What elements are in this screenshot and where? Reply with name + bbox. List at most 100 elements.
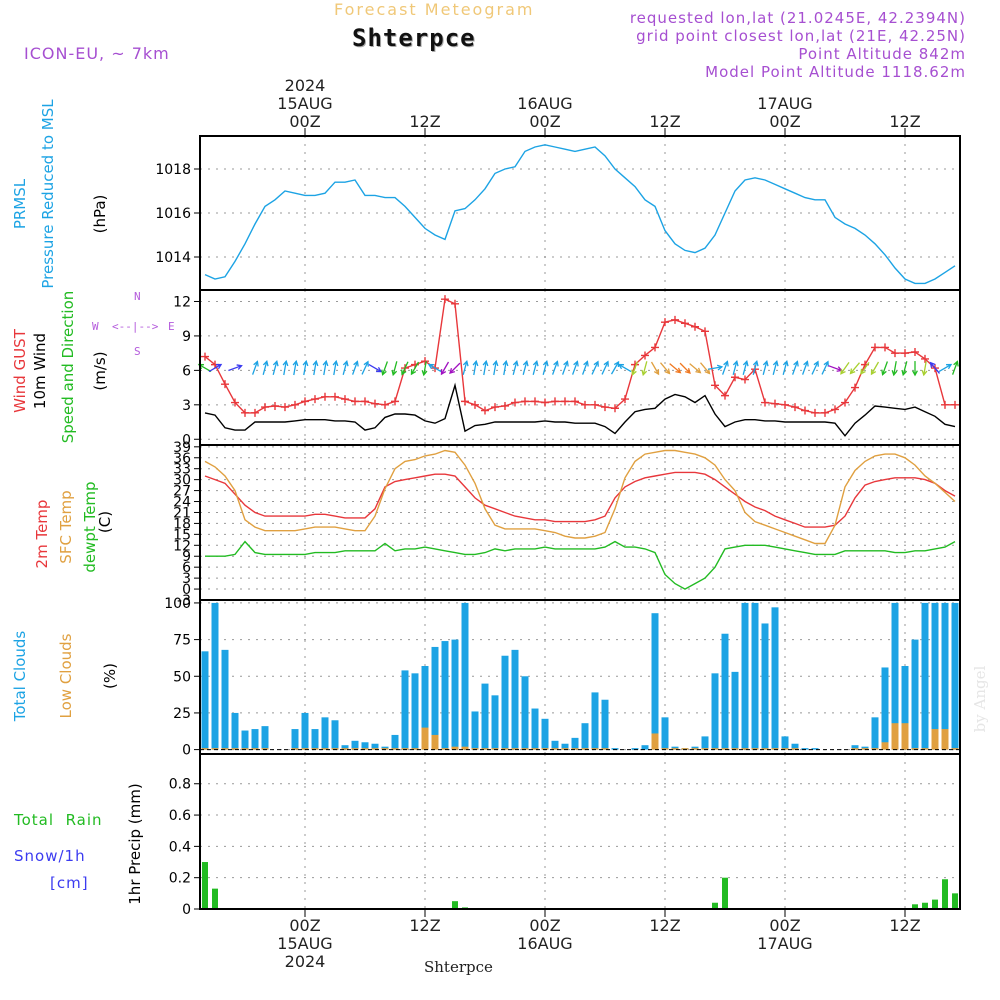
total-clouds-bar bbox=[231, 712, 239, 750]
y-tick-label: 0.4 bbox=[169, 839, 191, 855]
wind-arrow-shaft bbox=[951, 361, 959, 375]
wind-arrow-head bbox=[723, 360, 729, 367]
compass-cross-icon: <--|--> bbox=[112, 320, 159, 333]
wind-arrow-head bbox=[342, 360, 349, 367]
wind-arrow-head bbox=[363, 360, 369, 367]
wind-arrow-head bbox=[603, 360, 609, 367]
wind-arrow-shaft bbox=[860, 361, 870, 375]
wind-arrow-head bbox=[391, 369, 398, 377]
wind-arrow-shaft bbox=[772, 361, 778, 376]
low-clouds-bar bbox=[481, 748, 489, 750]
gust-marker bbox=[701, 327, 709, 336]
low-clouds-bar bbox=[221, 748, 229, 750]
wind-arrow-head bbox=[522, 360, 529, 367]
y-tick-label: 24 bbox=[173, 495, 191, 511]
wind-arrow-shaft bbox=[821, 361, 829, 375]
gust-marker bbox=[761, 398, 769, 407]
wind-arrow bbox=[849, 362, 860, 375]
total-clouds-bar bbox=[771, 607, 779, 750]
low-clouds-bar bbox=[571, 748, 579, 750]
wind-arrow-head bbox=[732, 360, 739, 367]
x-tick-label-top: 00Z bbox=[529, 112, 560, 131]
dewpt-temp-line bbox=[205, 540, 956, 590]
wind-arrow bbox=[322, 359, 329, 376]
wind-arrow-shaft bbox=[930, 362, 940, 374]
low-clouds-bar bbox=[531, 748, 539, 750]
wind-arrow-head bbox=[946, 363, 953, 370]
wind-arrow bbox=[581, 360, 589, 375]
wind-arrow-head bbox=[421, 370, 428, 377]
wind-arrow-shaft bbox=[601, 361, 609, 375]
wind-arrow bbox=[801, 360, 809, 375]
low-clouds-bar bbox=[871, 748, 879, 750]
prmsl-line bbox=[204, 144, 956, 285]
wind-arrow-shaft bbox=[660, 362, 670, 374]
low-clouds-bar bbox=[591, 748, 599, 750]
total-clouds-bar bbox=[461, 602, 469, 750]
wind-arrow-shaft bbox=[272, 361, 278, 376]
wind-arrow-head bbox=[312, 359, 319, 367]
wind-arrow-shaft bbox=[208, 364, 222, 373]
wind-arrow bbox=[912, 361, 918, 377]
wind-arrow bbox=[482, 359, 489, 376]
total-clouds-bar bbox=[611, 748, 619, 750]
wind-arrow-head bbox=[472, 359, 479, 367]
precip-panel-frame bbox=[199, 753, 961, 910]
wind-arrow bbox=[292, 359, 299, 376]
wind-arrow bbox=[302, 359, 309, 376]
wind-arrow-head bbox=[716, 364, 724, 371]
wind-arrow-head bbox=[322, 359, 329, 367]
wind-arrow bbox=[591, 360, 599, 375]
y-tick-label: 100 bbox=[164, 596, 191, 612]
gust-marker bbox=[451, 299, 459, 308]
y-tick-label: 75 bbox=[173, 633, 191, 649]
wind-arrow-head bbox=[593, 360, 599, 367]
gust-marker bbox=[821, 408, 829, 417]
wind-arrow-shaft bbox=[449, 362, 461, 374]
wind-arrow-shaft bbox=[938, 364, 952, 373]
total-clouds-bar bbox=[941, 602, 949, 750]
wind-arrow-shaft bbox=[840, 361, 850, 375]
total-clouds-bar bbox=[591, 692, 599, 750]
wind-arrow-shaft bbox=[923, 361, 927, 376]
x-tick-label-top: 15AUG bbox=[277, 94, 332, 113]
wind-arrow-shaft bbox=[610, 361, 620, 375]
x-tick-label-top: 00Z bbox=[289, 112, 320, 131]
total-clouds-bar bbox=[811, 748, 819, 750]
wind-arrow-head bbox=[641, 369, 648, 377]
compass-w: W bbox=[92, 320, 99, 333]
x-tick-label-top: 12Z bbox=[409, 112, 440, 131]
low-clouds-bar bbox=[741, 748, 749, 750]
chart-title: Shterpce bbox=[352, 24, 476, 52]
wind-arrow-shaft bbox=[283, 361, 287, 376]
gust-marker bbox=[541, 398, 549, 407]
y-tick-label: 0.2 bbox=[169, 871, 191, 887]
wind-arrow bbox=[752, 360, 759, 376]
wind-arrow-head bbox=[502, 359, 509, 367]
x-tick-label-top: 00Z bbox=[769, 112, 800, 131]
gust-marker bbox=[841, 398, 849, 407]
wind-arrow bbox=[361, 360, 369, 375]
x-tick-label-bottom: 17AUG bbox=[757, 934, 812, 953]
x-tick-label-bottom: 12Z bbox=[649, 916, 680, 935]
x-tick-label-bottom: 00Z bbox=[769, 916, 800, 935]
gust-marker bbox=[571, 397, 579, 406]
wind-arrow bbox=[660, 362, 671, 375]
wind-arrow-head bbox=[849, 368, 856, 375]
wind-arrow-shaft bbox=[650, 361, 660, 375]
wind-arrow-head bbox=[921, 370, 928, 377]
low-clouds-bar bbox=[671, 748, 679, 750]
low-clouds-bar bbox=[861, 748, 869, 750]
x-tick-label-bottom: 12Z bbox=[409, 916, 440, 935]
total-clouds-bar bbox=[501, 655, 509, 750]
low-clouds-bar bbox=[781, 748, 789, 750]
total-clouds-bar bbox=[541, 718, 549, 750]
gust-marker bbox=[371, 399, 379, 408]
total-rain-bar bbox=[202, 862, 208, 909]
low-clouds-bar bbox=[461, 746, 469, 750]
wind-arrow-head bbox=[901, 369, 908, 377]
wind-arrow-shaft bbox=[522, 361, 528, 376]
wind-arrow-shaft bbox=[323, 361, 327, 376]
total-clouds-bar bbox=[601, 699, 609, 750]
low-clouds-bar bbox=[291, 748, 299, 750]
